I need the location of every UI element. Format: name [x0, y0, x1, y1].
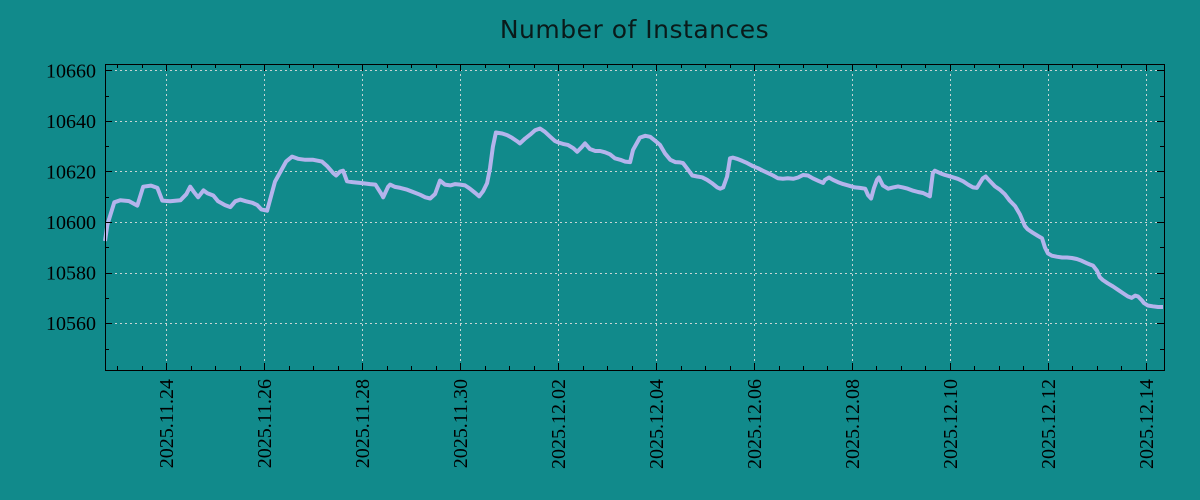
chart-title: Number of Instances [499, 15, 770, 44]
axis-layer [105, 64, 1165, 371]
x-tick-label: 2025.12.10 [940, 379, 962, 469]
grid-layer [105, 64, 1164, 370]
axis-border [105, 64, 1165, 371]
y-tick-label: 10600 [46, 212, 96, 234]
x-tick-label: 2025.11.28 [352, 379, 374, 468]
x-tick-label: 2025.11.26 [254, 379, 276, 468]
series-layer [103, 126, 1163, 309]
x-tick-label: 2025.12.04 [646, 379, 668, 469]
y-tick-label: 10660 [46, 60, 96, 82]
x-tick-label: 2025.12.06 [744, 379, 766, 469]
x-tick-label: 2025.12.08 [842, 379, 864, 469]
x-tick-label: 2025.12.12 [1038, 379, 1060, 469]
x-tick-label: 2025.12.14 [1136, 379, 1158, 469]
y-tick-label: 10620 [46, 161, 96, 183]
x-tick-label: 2025.12.02 [548, 379, 570, 469]
x-tick-label: 2025.11.24 [156, 379, 178, 468]
x-tick-label: 2025.11.30 [450, 379, 472, 468]
y-tick-label: 10640 [46, 111, 96, 133]
y-tick-label: 10560 [46, 313, 96, 335]
y-tick-label: 10580 [46, 263, 96, 285]
label-layer: 10560 10580 10600 10620 10640 10660 2025.11.24… [46, 60, 1158, 469]
data-line [103, 126, 1163, 309]
